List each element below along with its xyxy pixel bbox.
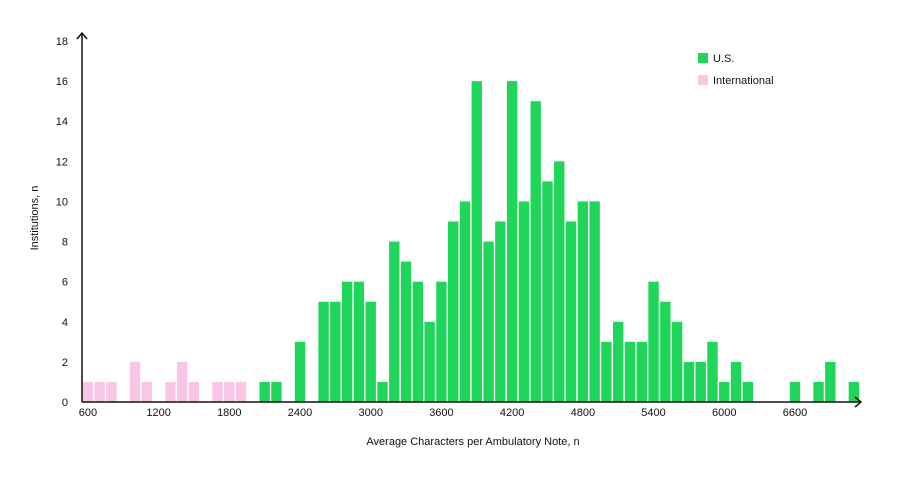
us-bar [589,201,600,402]
international-bar [129,361,141,402]
y-tick-label: 4 [62,317,68,329]
international-bar [224,381,235,402]
us-bar [318,301,329,402]
x-tick-label: 4200 [500,407,524,419]
international-bar [106,381,117,402]
international-bar [176,361,188,402]
x-tick-label: 2400 [288,407,312,419]
us-bar [530,101,541,403]
x-tick-label: 600 [79,407,97,419]
us-bar [848,381,860,402]
us-bar [719,381,730,402]
y-tick-label: 14 [56,116,68,128]
us-bar [389,241,400,402]
us-bar [542,181,553,402]
us-bar [483,241,494,402]
us-bar [730,361,742,402]
y-tick-label: 10 [56,196,68,208]
x-tick-label: 1200 [146,407,170,419]
us-bar [353,281,365,402]
us-bar [412,281,424,402]
x-tick-label: 6600 [783,407,807,419]
us-bar [660,301,671,402]
us-bar [400,261,412,402]
us-bar [436,281,447,402]
us-bar [459,201,471,402]
us-bar [613,321,624,402]
us-bar [636,341,647,402]
us-bar [707,341,718,402]
y-tick-label: 6 [62,277,68,289]
x-tick-label: 5400 [641,407,665,419]
x-tick-label: 3000 [358,407,382,419]
legend-label-us: U.S. [713,53,734,65]
bars-group [82,81,860,403]
us-bar [271,381,282,402]
us-bar [671,321,683,402]
y-tick-label: 0 [62,397,68,409]
us-bar [813,381,824,402]
us-bar [624,341,636,402]
x-tick-label: 1800 [217,407,241,419]
us-bar [554,161,565,402]
us-bar [448,221,459,402]
y-tick-label: 2 [62,357,68,369]
us-bar [742,381,754,402]
x-axis-arrow [854,396,863,408]
international-bar [141,381,152,402]
us-bar [495,221,506,402]
y-tick-label: 18 [56,36,68,48]
ticks-group: 600 1200 1800 2400 3000 3600 4200 4800 5400 6000 6… [56,36,807,419]
us-bar [565,221,577,402]
legend: U.S. International [698,53,774,87]
x-axis-title: Average Characters per Ambulatory Note, … [366,436,579,448]
us-bar [365,301,376,402]
international-bar [165,381,176,402]
y-tick-label: 8 [62,237,68,249]
y-tick-label: 16 [56,76,68,88]
us-bar [259,381,270,402]
international-bar [188,381,200,402]
legend-swatch-us [698,53,708,63]
us-bar [789,381,801,402]
us-bar [424,321,435,402]
us-bar [341,281,353,402]
us-bar [377,381,388,402]
y-axis-arrow [76,31,88,40]
us-bar [825,361,836,402]
us-bar [330,301,341,402]
x-tick-label: 3600 [429,407,453,419]
x-tick-label: 4800 [571,407,595,419]
us-bar [577,201,589,402]
international-bar [235,381,247,402]
international-bar [94,381,105,402]
us-bar [648,281,659,402]
x-tick-label: 6000 [712,407,736,419]
us-bar [601,341,612,402]
legend-label-international: International [713,75,774,87]
us-bar [506,81,518,403]
us-bar [683,361,695,402]
international-bar [82,381,94,402]
legend-swatch-international [698,75,708,85]
international-bar [212,381,223,402]
us-bar [294,341,306,402]
y-tick-label: 12 [56,156,68,168]
us-bar [695,361,706,402]
y-axis-title: Institutions, n [29,186,41,251]
us-bar [518,201,530,402]
us-bar [471,81,482,403]
